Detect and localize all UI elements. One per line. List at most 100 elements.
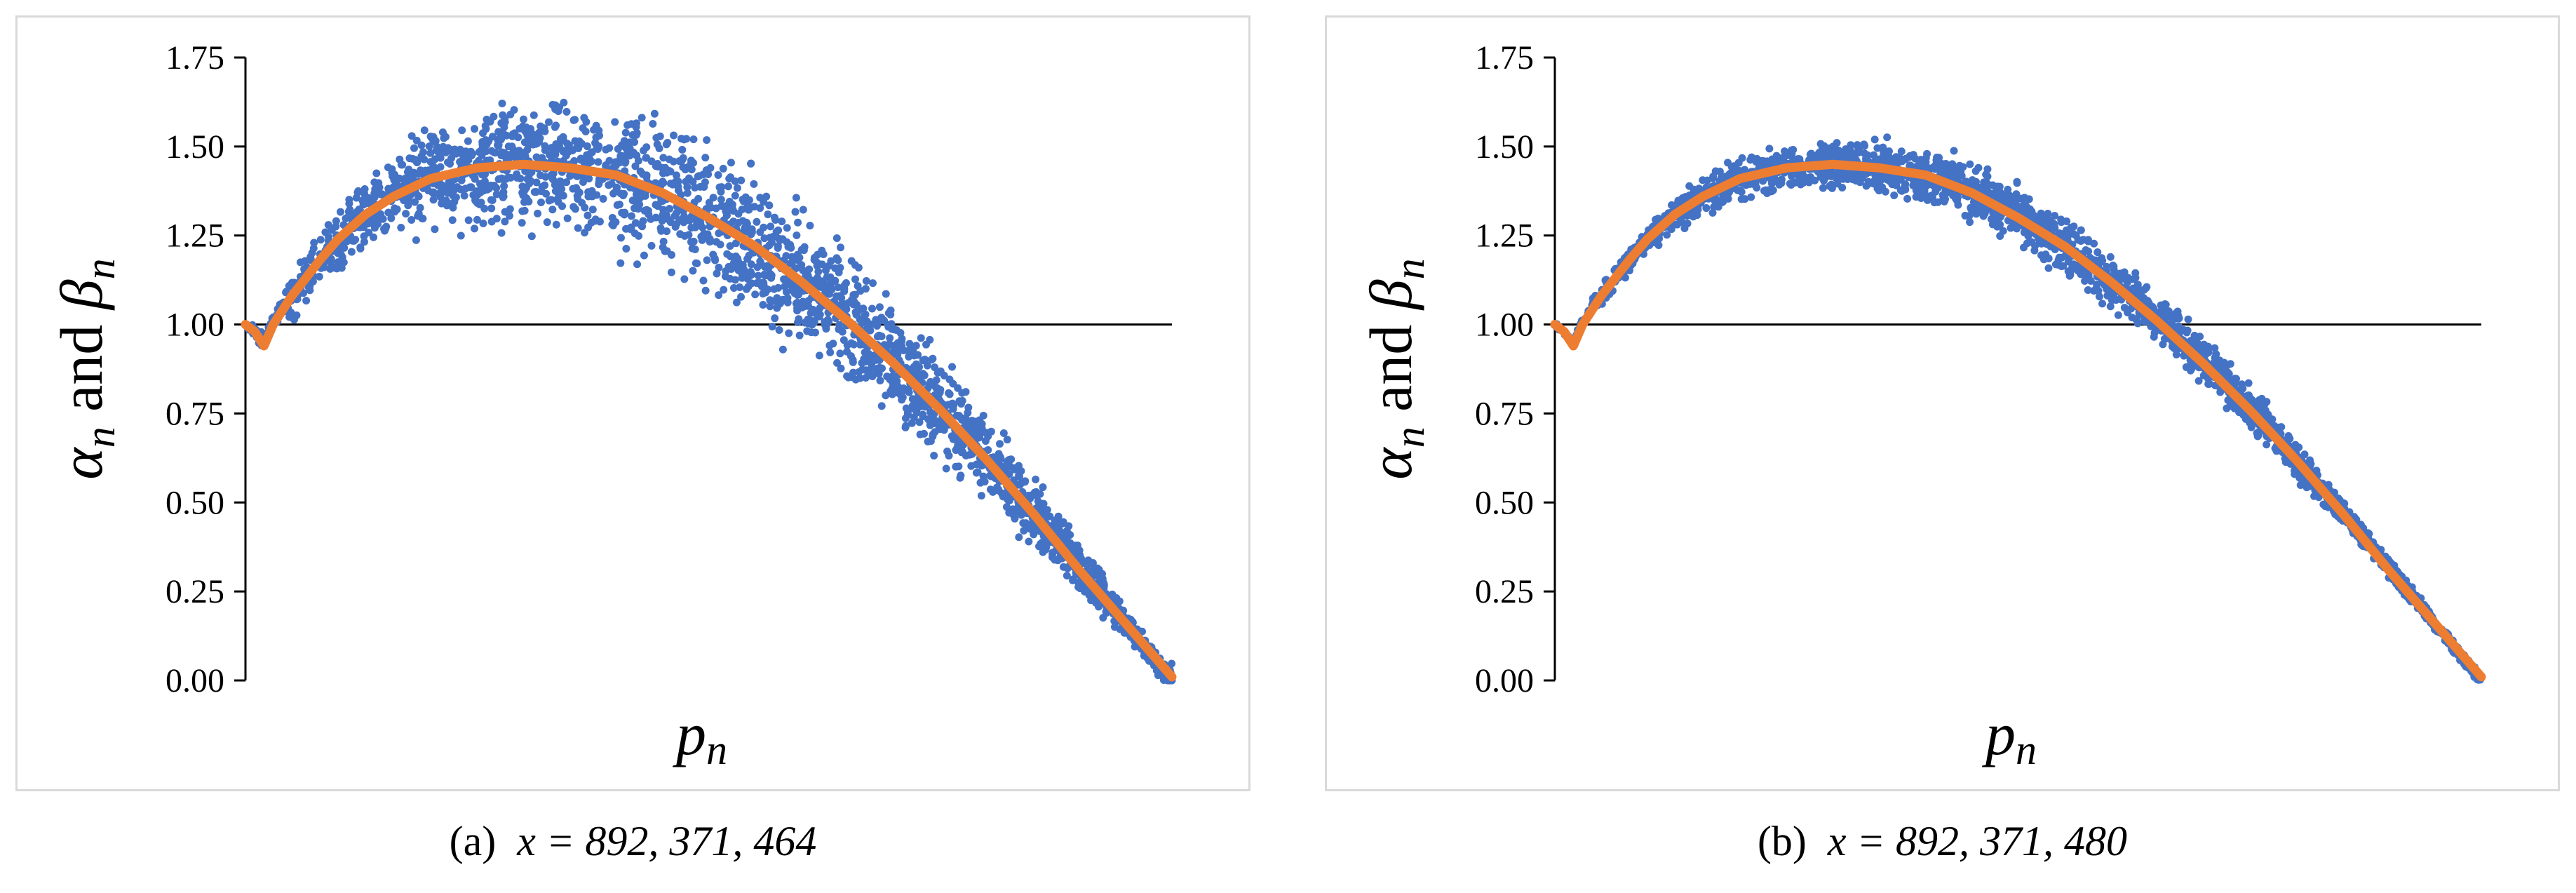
- scatter-point: [581, 128, 590, 136]
- scatter-point: [407, 215, 416, 224]
- scatter-point: [2084, 286, 2092, 294]
- scatter-point: [487, 182, 495, 190]
- scatter-point: [440, 134, 448, 142]
- scatter-point: [591, 217, 599, 225]
- scatter-point: [689, 267, 697, 275]
- scatter-point: [687, 166, 696, 174]
- scatter-point: [971, 421, 980, 429]
- scatter-point: [1680, 224, 1689, 233]
- scatter-point: [518, 182, 527, 191]
- scatter-point: [2095, 293, 2103, 301]
- scatter-point: [698, 236, 706, 244]
- scatter-point: [458, 126, 466, 135]
- scatter-point: [793, 231, 801, 240]
- scatter-point: [2143, 283, 2151, 291]
- scatter-point: [592, 133, 600, 142]
- scatter-point: [851, 275, 860, 283]
- scatter-point: [1051, 516, 1059, 525]
- scatter-point: [479, 129, 487, 137]
- scatter-point: [1955, 167, 1964, 175]
- scatter-point: [996, 440, 1004, 448]
- scatter-point: [696, 219, 705, 227]
- scatter-point: [2054, 256, 2063, 264]
- scatter-point: [584, 211, 592, 220]
- scatter-point: [583, 142, 591, 151]
- scatter-point: [829, 340, 837, 348]
- y-tick-label: 0.75: [166, 395, 224, 432]
- scatter-point: [1835, 174, 1844, 182]
- scatter-point: [659, 243, 667, 252]
- scatter-point: [923, 361, 931, 370]
- y-label-sub-n: n: [77, 427, 123, 448]
- scatter-point: [571, 137, 579, 145]
- scatter-point: [562, 178, 571, 187]
- scatter-point: [926, 437, 935, 445]
- scatter-point: [1075, 554, 1084, 563]
- scatter-point: [551, 105, 560, 114]
- scatter-point: [499, 192, 508, 201]
- scatter-point: [519, 115, 527, 123]
- scatter-point: [1787, 181, 1795, 189]
- scatter-point: [429, 188, 438, 196]
- scatter-point: [804, 299, 812, 307]
- scatter-point: [1025, 537, 1033, 546]
- scatter-point: [835, 321, 844, 329]
- scatter-point: [678, 146, 687, 154]
- scatter-point: [683, 189, 692, 197]
- scatter-point: [673, 220, 681, 228]
- y-label-and: and: [48, 309, 115, 427]
- scatter-point: [2254, 431, 2263, 439]
- scatter-point: [827, 257, 835, 265]
- scatter-point: [715, 183, 724, 192]
- scatter-point: [775, 325, 783, 334]
- scatter-point: [360, 238, 368, 246]
- scatter-point: [490, 112, 498, 121]
- scatter-point: [1861, 142, 1869, 150]
- scatter-point: [457, 231, 465, 240]
- scatter-point: [680, 212, 689, 220]
- scatter-point: [2239, 384, 2247, 393]
- scatter-point: [782, 252, 790, 260]
- scatter-point: [420, 126, 429, 135]
- scatter-point: [1870, 151, 1878, 159]
- scatter-point: [410, 144, 418, 152]
- scatter-point: [1032, 488, 1040, 496]
- scatter-point: [747, 159, 755, 168]
- y-tick-label: 0.00: [1475, 662, 1534, 699]
- scatter-point: [771, 314, 779, 323]
- scatter-point: [770, 285, 778, 293]
- scatter-point: [594, 158, 602, 166]
- scatter-point: [877, 364, 886, 372]
- scatter-point: [543, 218, 551, 227]
- scatter-point: [764, 210, 772, 219]
- scatter-point: [416, 203, 424, 212]
- scatter-point: [412, 136, 421, 145]
- scatter-point: [324, 221, 332, 229]
- scatter-point: [783, 224, 791, 232]
- scatter-point: [713, 269, 721, 278]
- scatter-point: [691, 245, 699, 253]
- scatter-point: [659, 206, 668, 214]
- scatter-point: [544, 118, 553, 126]
- scatter-point: [450, 145, 459, 154]
- scatter-point: [795, 331, 804, 340]
- scatter-point: [352, 194, 360, 202]
- scatter-point: [662, 140, 670, 149]
- scatter-point: [674, 186, 682, 194]
- scatter-point: [2098, 300, 2107, 308]
- scatter-point: [541, 142, 549, 150]
- scatter-point: [488, 133, 497, 141]
- scatter-point: [487, 204, 496, 213]
- scatter-point: [1870, 135, 1879, 144]
- scatter-point: [496, 134, 504, 142]
- scatter-point: [898, 396, 906, 404]
- scatter-point: [1017, 511, 1025, 519]
- scatter-point: [581, 203, 589, 212]
- scatter-point: [621, 143, 630, 152]
- scatter-point: [1032, 475, 1040, 483]
- scatter-point: [460, 192, 468, 200]
- scatter-point: [1039, 483, 1047, 492]
- scatter-point: [2028, 238, 2036, 246]
- y-tick-label: 0.25: [1475, 573, 1534, 610]
